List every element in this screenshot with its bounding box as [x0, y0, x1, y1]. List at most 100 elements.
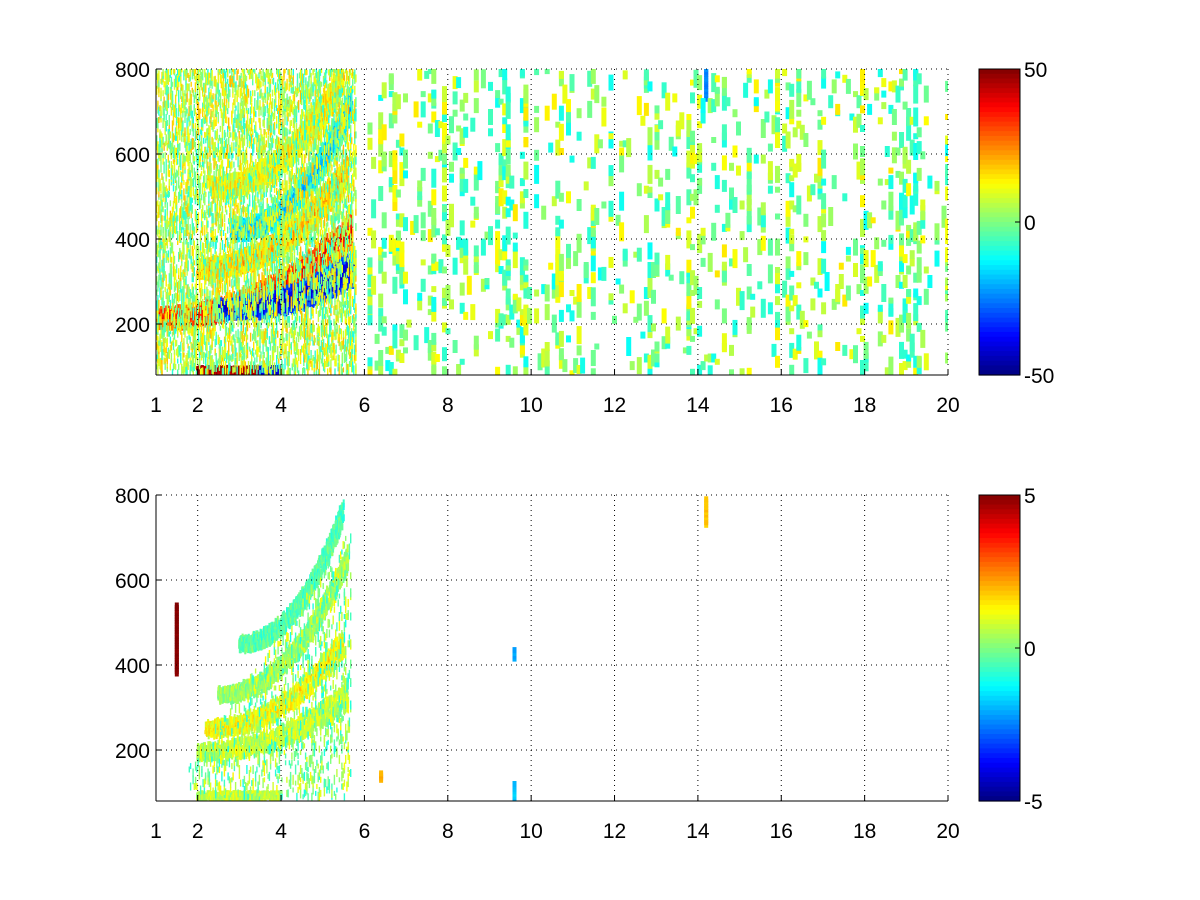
- heatmap-cell: [287, 244, 290, 253]
- heatmap-cell: [302, 264, 305, 269]
- heatmap-cell: [303, 266, 306, 273]
- heatmap-cell: [287, 306, 290, 312]
- heatmap-cell: [158, 310, 160, 315]
- heatmap-cell: [313, 252, 316, 259]
- heatmap-cell: [342, 240, 345, 249]
- heatmap-cell: [193, 312, 196, 318]
- heatmap-cell: [306, 286, 309, 291]
- heatmap-cell: [287, 266, 290, 273]
- heatmap-cell: [348, 241, 351, 251]
- heatmap-cell: [259, 298, 262, 307]
- heatmap-cell: [244, 247, 247, 254]
- heatmap-cell: [269, 299, 272, 304]
- heatmap-cell: [339, 233, 342, 241]
- heatmap-cell: [221, 255, 223, 265]
- heatmap-cell: [307, 248, 310, 258]
- heatmap-cell: [324, 235, 327, 243]
- heatmap-cell: [320, 259, 323, 264]
- heatmap-cell: [283, 295, 286, 304]
- heatmap-cell: [274, 298, 277, 308]
- heatmap-cell: [240, 263, 243, 271]
- heatmap-cell: [200, 301, 203, 310]
- heatmap-cell: [311, 262, 314, 271]
- heatmap-cell: [283, 288, 286, 298]
- heatmap-cell: [243, 260, 246, 266]
- heatmap-cell: [275, 242, 278, 250]
- heatmap-cell: [331, 292, 334, 297]
- heatmap-cell: [224, 270, 227, 280]
- heatmap-cell: [340, 250, 343, 260]
- heatmap-cell: [293, 232, 296, 242]
- heatmap-cell: [208, 260, 211, 268]
- heatmap-cell: [229, 293, 232, 299]
- heatmap-cell: [285, 277, 287, 284]
- heatmap-cell: [311, 285, 314, 291]
- heatmap-cell: [324, 240, 327, 248]
- heatmap-cell: [288, 221, 291, 226]
- heatmap-cell: [315, 246, 318, 252]
- heatmap-cell: [300, 230, 303, 237]
- heatmap-cell: [320, 270, 323, 279]
- heatmap-cell: [326, 232, 329, 242]
- heatmap-cell: [211, 256, 214, 264]
- heatmap-cell: [301, 274, 304, 282]
- heatmap-cell: [258, 287, 261, 292]
- heatmap-cell: [327, 254, 330, 261]
- heatmap-cell: [162, 307, 165, 314]
- heatmap-cell: [273, 284, 276, 290]
- heatmap-cell: [292, 238, 295, 247]
- heatmap-cell: [265, 282, 268, 287]
- heatmap-cell: [350, 213, 353, 220]
- heatmap-cell: [330, 287, 333, 295]
- heatmap-cell: [266, 234, 269, 243]
- heatmap-cell: [334, 279, 337, 284]
- heatmap-cell: [244, 253, 247, 258]
- heatmap-cell: [303, 212, 306, 217]
- heatmap-cell: [274, 277, 277, 284]
- heatmap-cell: [168, 315, 171, 320]
- heatmap-cell: [201, 311, 204, 317]
- heatmap-cell: [345, 256, 348, 263]
- heatmap-cell: [315, 257, 318, 262]
- heatmap-cell: [320, 282, 323, 290]
- heatmap-cell: [348, 234, 351, 243]
- heatmap-cell: [321, 281, 324, 286]
- heatmap-cell: [348, 262, 351, 270]
- heatmap-cell: [328, 257, 331, 265]
- heatmap-cell: [295, 278, 298, 286]
- heatmap-cell: [322, 296, 325, 304]
- heatmap-cell: [224, 304, 227, 310]
- heatmap-cell: [256, 310, 258, 318]
- heatmap-cell: [271, 235, 274, 241]
- heatmap-cell: [314, 288, 317, 292]
- heatmap-cell: [288, 293, 291, 298]
- heatmap-cell: [235, 265, 238, 271]
- heatmap-cell: [289, 308, 292, 313]
- heatmap-cell: [215, 270, 218, 279]
- heatmap-cell: [282, 287, 285, 293]
- heatmap-cell: [330, 235, 332, 241]
- heatmap-cell: [260, 252, 263, 260]
- heatmap-cell: [318, 245, 321, 252]
- heatmap-cell: [193, 319, 196, 328]
- heatmap-cell: [287, 309, 290, 315]
- heatmap-cell: [233, 308, 235, 318]
- heatmap-cell: [307, 301, 310, 308]
- heatmap-cell: [305, 296, 308, 302]
- heatmap-cell: [323, 248, 326, 256]
- heatmap-cell: [219, 259, 222, 265]
- heatmap-cell: [346, 281, 349, 289]
- heatmap-cell: [311, 281, 314, 288]
- heatmap-cell: [278, 269, 280, 278]
- heatmap-cell: [323, 286, 326, 294]
- heatmap-cell: [293, 305, 296, 314]
- heatmap-cell: [329, 237, 332, 247]
- heatmap-cell: [250, 289, 253, 295]
- heatmap-cell: [209, 271, 212, 281]
- heatmap-cell: [315, 275, 318, 280]
- heatmap-cell: [300, 212, 303, 219]
- heatmap-cell: [270, 241, 273, 249]
- heatmap-cell: [347, 285, 350, 290]
